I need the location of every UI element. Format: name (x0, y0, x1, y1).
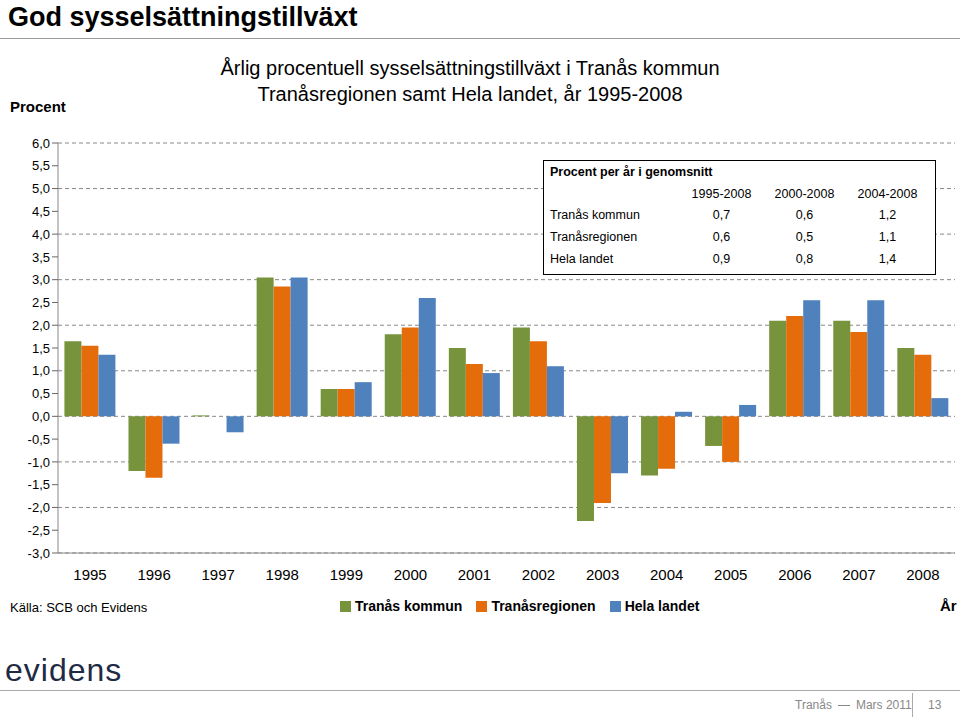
html-text:2004-2008: 2004-2008 (857, 187, 918, 201)
svg-text:1995: 1995 (73, 566, 106, 583)
html-text:Hela landet: Hela landet (624, 598, 700, 614)
svg-text:-2,0: -2,0 (28, 500, 50, 515)
html-text:0,6: 0,6 (712, 230, 731, 244)
svg-text:5,0: 5,0 (32, 181, 50, 196)
svg-text:2001: 2001 (458, 566, 491, 583)
svg-text:2008: 2008 (906, 566, 939, 583)
html-text:Tranås kommun: Tranås kommun (550, 208, 640, 222)
svg-text:2004: 2004 (650, 566, 683, 583)
svg-text:-0,5: -0,5 (28, 432, 50, 447)
svg-text:2006: 2006 (778, 566, 811, 583)
svg-text:4,0: 4,0 (32, 227, 50, 242)
html-text:evidens: evidens (5, 652, 123, 688)
html-text:0,8: 0,8 (795, 252, 814, 266)
html-text:Tranåsregionen samt Hela lande: Tranåsregionen samt Hela landet, år 1995… (257, 83, 683, 105)
svg-text:5,5: 5,5 (32, 158, 50, 173)
svg-text:-3,0: -3,0 (28, 546, 50, 561)
svg-text:-1,5: -1,5 (28, 477, 50, 492)
html-text:Tranåsregionen: Tranåsregionen (491, 598, 596, 614)
html-text:Tranås: Tranås (795, 698, 832, 712)
svg-text:0,5: 0,5 (32, 386, 50, 401)
svg-text:-2,5: -2,5 (28, 523, 50, 538)
svg-text:2007: 2007 (842, 566, 875, 583)
html-text:Procent: Procent (10, 98, 66, 115)
html-text:0,5: 0,5 (795, 230, 814, 244)
html-text:0,9: 0,9 (712, 252, 731, 266)
html-text:Mars 2011: Mars 2011 (855, 698, 912, 712)
html-text:Källa: SCB och Evidens: Källa: SCB och Evidens (10, 600, 148, 615)
html-text:13: 13 (928, 698, 942, 712)
html-text:0,7: 0,7 (712, 208, 731, 222)
html-text:2000-2008: 2000-2008 (774, 187, 835, 201)
svg-text:4,5: 4,5 (32, 204, 50, 219)
html-text:Hela landet: Hela landet (550, 252, 614, 266)
html-text:1,4: 1,4 (878, 252, 897, 266)
html-text:Tranåsregionen: Tranåsregionen (550, 230, 638, 244)
svg-text:1997: 1997 (201, 566, 234, 583)
html-text:God sysselsättningstillväxt: God sysselsättningstillväxt (8, 2, 358, 32)
svg-text:2,0: 2,0 (32, 318, 50, 333)
html-text:Tranås kommun: Tranås kommun (355, 598, 463, 614)
svg-text:2005: 2005 (714, 566, 747, 583)
html-text:1,1: 1,1 (878, 230, 897, 244)
svg-text:6,0: 6,0 (32, 136, 50, 151)
html-text:År: År (940, 597, 957, 614)
svg-text:2002: 2002 (522, 566, 555, 583)
svg-text:3,5: 3,5 (32, 250, 50, 265)
svg-text:2000: 2000 (394, 566, 427, 583)
html-text:0,6: 0,6 (795, 208, 814, 222)
html-text:1,2: 1,2 (878, 208, 897, 222)
html-text:Årlig procentuell sysselsättni: Årlig procentuell sysselsättningstillväx… (220, 57, 720, 79)
svg-text:3,0: 3,0 (32, 272, 50, 287)
svg-text:1,5: 1,5 (32, 341, 50, 356)
html-text:1995-2008: 1995-2008 (691, 187, 752, 201)
svg-text:2003: 2003 (586, 566, 619, 583)
svg-text:2,5: 2,5 (32, 295, 50, 310)
svg-text:1999: 1999 (330, 566, 363, 583)
html-text:Procent per år i genomsnitt: Procent per år i genomsnitt (550, 165, 713, 179)
svg-text:1998: 1998 (266, 566, 299, 583)
svg-text:-1,0: -1,0 (28, 455, 50, 470)
svg-text:1,0: 1,0 (32, 363, 50, 378)
svg-text:1996: 1996 (137, 566, 170, 583)
svg-text:0,0: 0,0 (32, 409, 50, 424)
